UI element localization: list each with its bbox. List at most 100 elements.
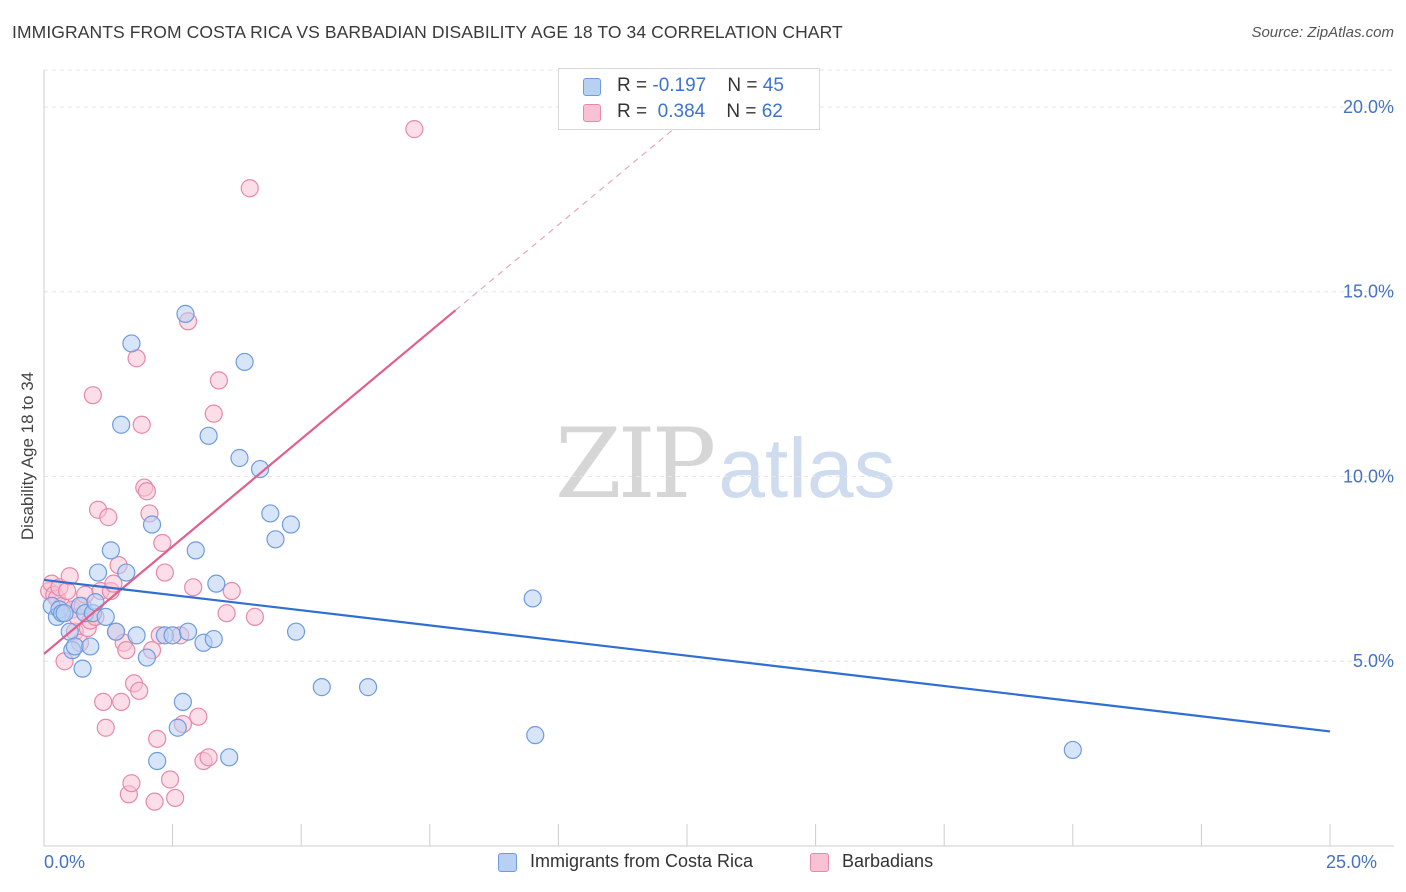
barbadians-point [83,386,102,405]
y-tick-label: 20.0% [1343,97,1394,117]
barbadians-point [58,581,77,601]
barbadians-point [160,770,180,789]
watermark-atlas: atlas [718,421,896,515]
barbadians-point [240,179,259,198]
costa-rica-point [112,415,131,434]
barbadians-point [132,415,151,434]
costa-rica-point [86,593,105,612]
chart-title: IMMIGRANTS FROM COSTA RICA VS BARBADIAN … [12,22,843,42]
costa-rica-point [142,515,162,534]
costa-rica-point [176,304,195,323]
n-label: N = [726,101,762,122]
barbadians-point [166,788,185,808]
y-tick-label: 10.0% [1343,466,1394,486]
x-tick-label-min: 0.0% [44,852,86,872]
y-axis-label: Disability Age 18 to 34 [18,371,37,541]
costa-rica-point [178,622,198,641]
barbadians-point [137,482,156,501]
costa-rica-point [73,659,92,678]
r-value: -0.197 [652,75,707,96]
stats-legend-text: R = -0.197 N = 45 [617,75,784,97]
y-tick-label: 5.0% [1353,651,1394,671]
barbadians-point [189,707,208,726]
costa-rica-point [526,726,545,745]
costa-rica-point [168,718,187,737]
barbadians-point [209,371,228,390]
costa-rica-point [199,426,218,445]
barbadians-point [99,508,118,527]
barbadians-point [245,607,265,626]
costa-rica-point [117,563,136,582]
watermark-zip: ZIP [555,408,716,520]
legend-swatch-pink [810,853,829,872]
stats-legend-text: R = 0.384 N = 62 [617,101,783,123]
barbadians-point [153,533,172,553]
legend-swatch-blue [498,853,517,872]
barbadians-point [222,581,241,601]
costa-rica-point [55,604,74,623]
costa-rica-point [230,448,249,468]
r-label: R = [617,75,653,96]
n-value: 45 [762,75,784,96]
costa-rica-point [186,541,205,560]
costa-rica-point [261,504,280,523]
barbadians-point [199,748,218,767]
costa-rica-point [96,607,115,626]
costa-rica-point [88,563,108,582]
costa-rica-trend-line [43,578,1331,733]
costa-rica-point [204,629,223,649]
costa-rica-point [137,648,156,667]
costa-rica-point [173,692,192,711]
legend-swatch-pink [583,104,601,122]
costa-rica-point [106,622,126,641]
costa-rica-point [1063,740,1082,760]
costa-rica-point [523,589,542,608]
barbadians-point [184,578,203,597]
barbadians-point [60,567,79,586]
costa-rica-point [81,637,100,656]
costa-rica-point [101,541,120,560]
costa-rica-point [220,748,239,767]
legend-label: Immigrants from Costa Rica [530,851,754,871]
costa-rica-point [148,751,167,771]
watermark: ZIPatlas [555,408,896,520]
barbadians-point [130,681,149,700]
costa-rica-point [163,626,182,645]
legend-label: Barbadians [842,851,934,871]
barbadians-point [217,604,236,623]
n-value: 62 [761,101,783,122]
y-tick-label: 15.0% [1343,282,1394,302]
costa-rica-point [250,459,270,479]
costa-rica-point [207,574,226,593]
barbadians-point [155,563,174,582]
barbadians-point [94,692,113,711]
source-credit: Source: ZipAtlas.com [1251,24,1394,41]
barbadians-point [204,404,223,423]
stats-legend: R = -0.197 N = 45 R = 0.384 N = 62 [558,68,820,130]
costa-rica-point [281,515,301,534]
costa-rica-point [235,352,254,372]
legend-swatch-blue [583,78,601,96]
n-label: N = [727,75,763,96]
barbadians-point [148,729,167,748]
r-value: 0.384 [652,101,706,122]
costa-rica-point [358,678,378,697]
r-label: R = [617,101,653,122]
barbadians-point [122,774,141,793]
costa-rica-point [122,334,141,353]
costa-rica-point [286,622,306,641]
costa-rica-point [312,678,331,697]
barbadians-point [145,792,164,811]
barbadians-point [117,641,136,660]
barbadians-point [96,718,115,737]
barbadians-point [405,120,424,139]
series-legend: Immigrants from Costa Rica Barbadians [0,850,1406,878]
barbadians-trend-extension [455,117,688,311]
costa-rica-point [65,637,84,656]
costa-rica-point [266,530,285,549]
barbadians-point [112,692,131,711]
barbadians-trend-line [43,309,457,655]
costa-rica-point [127,626,146,645]
x-tick-label-max: 25.0% [1326,852,1378,872]
